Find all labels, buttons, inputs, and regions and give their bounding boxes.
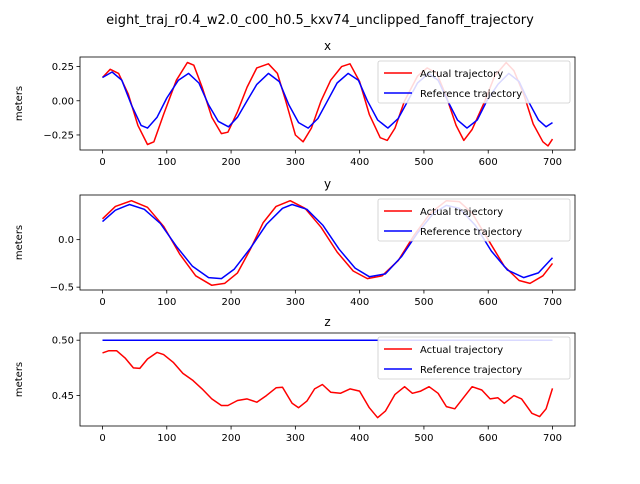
- y-tick-label: 0.25: [52, 62, 74, 73]
- y-axis-label: meters: [14, 362, 25, 397]
- subplot-title: y: [324, 177, 331, 191]
- x-tick-label: 700: [543, 157, 562, 168]
- series-line-actual: [101, 61, 554, 147]
- axes-frame: [79, 332, 576, 427]
- x-tick-label: 400: [350, 157, 369, 168]
- x-tick-label: 700: [543, 433, 562, 444]
- x-tick-label: 700: [543, 297, 562, 308]
- x-tick-label: 300: [286, 157, 305, 168]
- x-tick-label: 400: [350, 433, 369, 444]
- legend-label: Reference trajectory: [420, 89, 522, 100]
- legend-box: [377, 336, 571, 380]
- x-tick-label: 500: [414, 157, 433, 168]
- legend: Actual trajectory Reference trajectory: [377, 198, 571, 242]
- y-tick-label: −0.25: [43, 130, 74, 141]
- x-tick-label: 100: [157, 433, 176, 444]
- legend-label: Actual trajectory: [420, 345, 503, 356]
- x-tick-label: 400: [350, 297, 369, 308]
- series-line-reference: [102, 71, 553, 129]
- legend-box: [377, 198, 571, 242]
- subplot-x: 0 100 200 300 400 500 600 700 0.25 0.00 −0.25 x mete…: [14, 39, 576, 168]
- x-tick-label: 200: [222, 297, 241, 308]
- y-tick-label: 0.50: [52, 336, 74, 347]
- figure-suptitle: eight_traj_r0.4_w2.0_c00_h0.5_kxv74_uncl…: [106, 13, 534, 28]
- subplot-y: 0 100 200 300 400 500 600 700 0.0 −0.5 y meters Actu…: [14, 177, 576, 308]
- x-tick-label: 600: [479, 433, 498, 444]
- y-tick-label: 0.0: [58, 235, 74, 246]
- legend-box: [377, 60, 571, 104]
- subplot-z: 0 100 200 300 400 500 600 700 0.50 0.45 z meters Act…: [14, 315, 576, 444]
- x-tick-label: 600: [479, 157, 498, 168]
- axes-frame: [79, 56, 576, 151]
- y-tick-label: −0.5: [50, 283, 74, 294]
- x-tick-label: 100: [157, 297, 176, 308]
- y-axis-label: meters: [14, 86, 25, 121]
- legend-label: Reference trajectory: [420, 227, 522, 238]
- legend-label: Actual trajectory: [420, 69, 503, 80]
- x-tick-label: 500: [414, 433, 433, 444]
- legend: Actual trajectory Reference trajectory: [377, 336, 571, 380]
- y-axis-label: meters: [14, 225, 25, 260]
- x-tick-label: 300: [286, 297, 305, 308]
- x-tick-label: 500: [414, 297, 433, 308]
- x-tick-label: 100: [157, 157, 176, 168]
- x-tick-label: 300: [286, 433, 305, 444]
- x-tick-label: 0: [99, 157, 105, 168]
- x-tick-label: 200: [222, 157, 241, 168]
- y-tick-label: 0.45: [52, 391, 74, 402]
- legend: Actual trajectory Reference trajectory: [377, 60, 571, 104]
- legend-label: Actual trajectory: [420, 207, 503, 218]
- y-tick-label: 0.00: [52, 96, 74, 107]
- subplot-title: z: [324, 315, 330, 329]
- series-line-actual: [102, 349, 554, 419]
- x-tick-label: 600: [479, 297, 498, 308]
- axes-frame: [79, 194, 576, 291]
- x-tick-label: 200: [222, 433, 241, 444]
- x-tick-label: 0: [99, 297, 105, 308]
- x-tick-label: 0: [99, 433, 105, 444]
- subplot-title: x: [324, 39, 331, 53]
- legend-label: Reference trajectory: [420, 365, 522, 376]
